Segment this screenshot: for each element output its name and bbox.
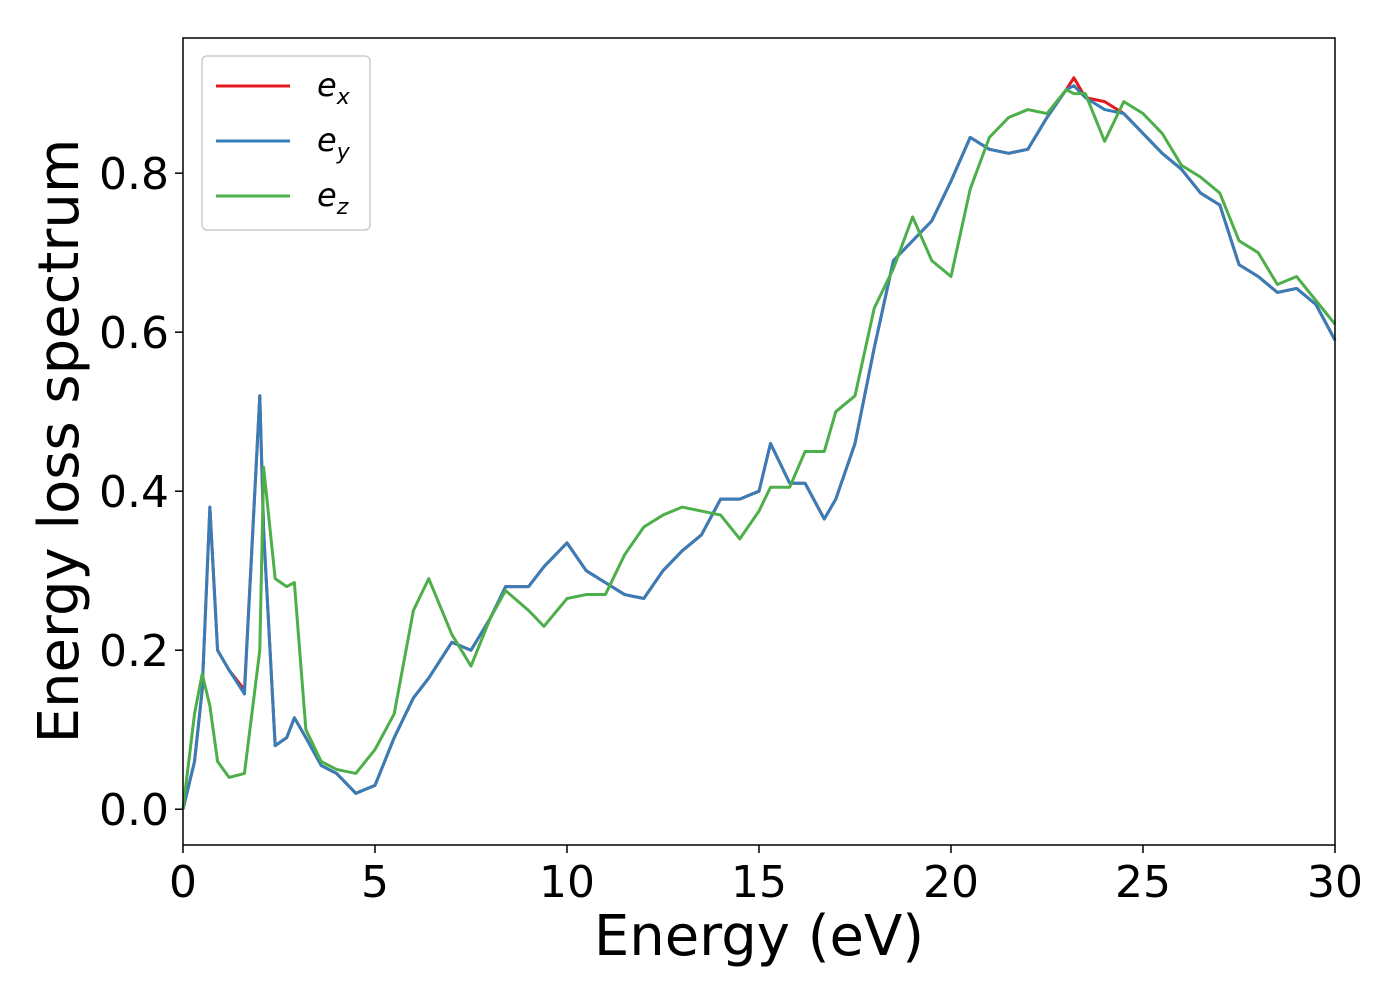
axes-frame	[182, 37, 1336, 846]
x-tick-label: 20	[923, 857, 979, 908]
x-tick-label: 0	[169, 857, 197, 908]
legend-box	[201, 55, 371, 231]
x-axis-label: Energy (eV)	[594, 904, 924, 969]
legend-label: ex	[317, 66, 351, 110]
y-tick-label: 0.8	[99, 149, 169, 200]
legend: ex ey ez	[201, 55, 371, 231]
x-tick-label: 15	[731, 857, 787, 908]
y-tick-label: 0.2	[99, 626, 169, 677]
y-tick-label: 0.6	[99, 308, 169, 359]
x-tick-label: 30	[1307, 857, 1363, 908]
x-tick-label: 10	[539, 857, 595, 908]
legend-label: ez	[317, 176, 349, 220]
y-tick-label: 0.4	[99, 467, 169, 518]
legend-label: ey	[317, 121, 351, 165]
y-axis-label: Energy loss spectrum	[27, 139, 92, 744]
x-tick-label: 25	[1115, 857, 1171, 908]
series-line	[181, 88, 1337, 810]
y-tick-label: 0.0	[99, 785, 169, 836]
x-tick-label: 5	[361, 857, 389, 908]
